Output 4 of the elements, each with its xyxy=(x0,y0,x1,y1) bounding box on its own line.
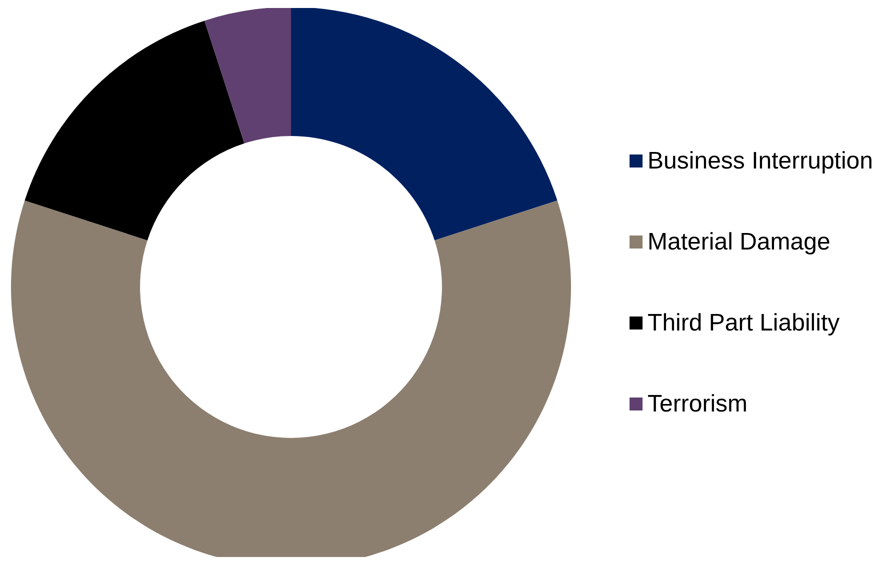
legend-label: Business Interruption xyxy=(648,148,874,174)
legend-label: Material Damage xyxy=(648,228,830,256)
legend-label: Third Part Liability xyxy=(648,310,840,336)
legend-label: Terrorism xyxy=(648,390,748,418)
